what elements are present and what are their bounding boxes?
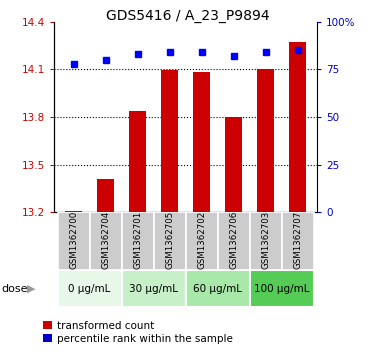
Text: GSM1362701: GSM1362701 xyxy=(133,211,142,269)
Legend: transformed count, percentile rank within the sample: transformed count, percentile rank withi… xyxy=(43,321,233,344)
Bar xyxy=(122,270,186,307)
Bar xyxy=(225,117,243,212)
Text: 0 μg/mL: 0 μg/mL xyxy=(68,284,111,294)
Bar xyxy=(65,211,82,212)
Text: dose: dose xyxy=(2,284,28,294)
Bar xyxy=(289,42,306,212)
Text: GSM1362704: GSM1362704 xyxy=(101,211,110,269)
Bar xyxy=(193,72,210,212)
Text: GSM1362702: GSM1362702 xyxy=(197,211,206,269)
Text: 100 μg/mL: 100 μg/mL xyxy=(254,284,309,294)
Bar xyxy=(58,270,122,307)
Bar xyxy=(217,212,250,270)
Text: 30 μg/mL: 30 μg/mL xyxy=(129,284,178,294)
Text: GSM1362703: GSM1362703 xyxy=(261,211,270,269)
Bar xyxy=(90,212,122,270)
Bar xyxy=(282,212,314,270)
Bar xyxy=(186,212,218,270)
Text: GSM1362700: GSM1362700 xyxy=(69,211,78,269)
Text: 60 μg/mL: 60 μg/mL xyxy=(193,284,242,294)
Bar xyxy=(186,270,250,307)
Bar xyxy=(154,212,186,270)
Text: ▶: ▶ xyxy=(27,284,36,294)
Text: GSM1362705: GSM1362705 xyxy=(165,211,174,269)
Bar xyxy=(250,212,282,270)
Bar xyxy=(250,270,314,307)
Bar xyxy=(129,111,146,212)
Bar xyxy=(97,179,114,212)
Bar xyxy=(257,69,274,212)
Bar xyxy=(161,70,178,212)
Bar xyxy=(58,212,90,270)
Bar xyxy=(122,212,154,270)
Text: GSM1362707: GSM1362707 xyxy=(293,211,302,269)
Text: GSM1362706: GSM1362706 xyxy=(229,211,238,269)
Text: GDS5416 / A_23_P9894: GDS5416 / A_23_P9894 xyxy=(106,9,269,23)
